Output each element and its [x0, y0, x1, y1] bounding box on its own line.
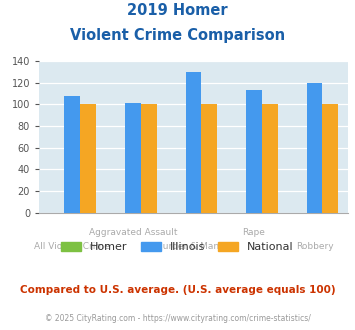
Bar	[322, 104, 338, 213]
Text: Violent Crime Comparison: Violent Crime Comparison	[70, 28, 285, 43]
Text: Robbery: Robbery	[296, 242, 333, 251]
Bar	[262, 104, 278, 213]
Text: All Violent Crime: All Violent Crime	[34, 242, 110, 251]
Bar	[80, 104, 96, 213]
Bar	[201, 104, 217, 213]
Bar	[246, 90, 262, 213]
Text: Rape: Rape	[242, 228, 266, 237]
Text: Aggravated Assault: Aggravated Assault	[89, 228, 177, 237]
Bar	[307, 83, 322, 213]
Bar	[141, 104, 157, 213]
Text: 2019 Homer: 2019 Homer	[127, 3, 228, 18]
Text: Murder & Mans...: Murder & Mans...	[155, 242, 232, 251]
Bar	[186, 72, 201, 213]
Text: Compared to U.S. average. (U.S. average equals 100): Compared to U.S. average. (U.S. average …	[20, 285, 335, 295]
Legend: Homer, Illinois, National: Homer, Illinois, National	[57, 238, 298, 257]
Text: © 2025 CityRating.com - https://www.cityrating.com/crime-statistics/: © 2025 CityRating.com - https://www.city…	[45, 314, 310, 323]
Bar	[65, 96, 80, 213]
Bar	[125, 103, 141, 213]
